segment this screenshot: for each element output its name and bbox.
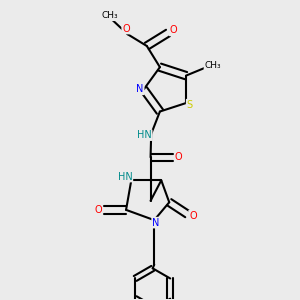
Text: CH₃: CH₃ (204, 61, 221, 70)
Text: CH₃: CH₃ (101, 11, 118, 20)
Text: O: O (94, 205, 102, 215)
Text: N: N (152, 218, 160, 228)
Text: S: S (187, 100, 193, 110)
Text: O: O (189, 211, 197, 220)
Text: HN: HN (137, 130, 152, 140)
Text: N: N (136, 84, 144, 94)
Text: O: O (122, 24, 130, 34)
Text: O: O (170, 26, 177, 35)
Text: HN: HN (118, 172, 132, 182)
Text: O: O (175, 152, 182, 162)
